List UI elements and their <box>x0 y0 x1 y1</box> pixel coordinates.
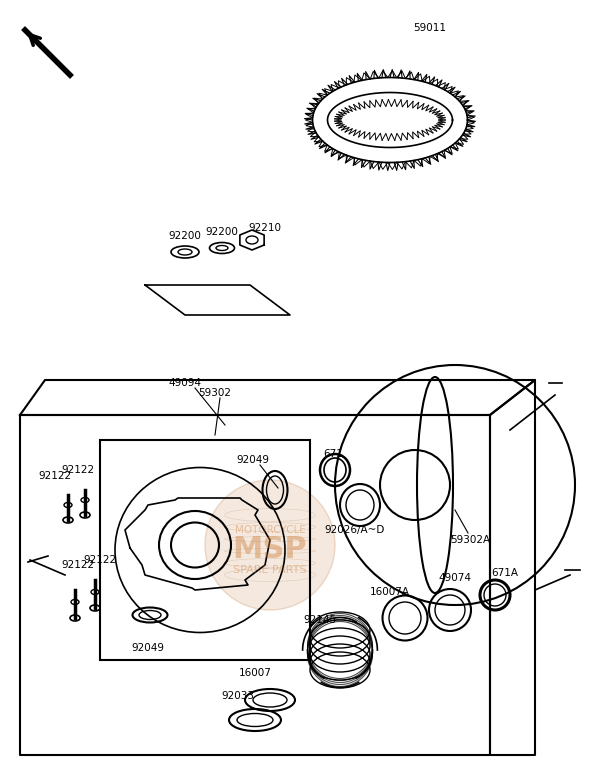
Text: 92145: 92145 <box>304 615 337 625</box>
Bar <box>100 440 310 660</box>
Text: 92122: 92122 <box>61 560 95 570</box>
Text: SPARE PARTS: SPARE PARTS <box>233 565 307 575</box>
Text: 92049: 92049 <box>131 643 164 653</box>
Text: 16007A: 16007A <box>370 587 410 597</box>
Text: 92026/A~D: 92026/A~D <box>325 525 385 535</box>
Text: 92049: 92049 <box>236 455 269 465</box>
Text: 49074: 49074 <box>439 573 472 583</box>
Text: 49094: 49094 <box>169 378 202 388</box>
Text: 92122: 92122 <box>83 555 116 565</box>
Ellipse shape <box>90 605 100 611</box>
Text: 92122: 92122 <box>61 465 95 475</box>
Text: MOTORCYCLE: MOTORCYCLE <box>235 525 305 535</box>
Text: 671A: 671A <box>491 568 518 578</box>
Text: 92200: 92200 <box>206 227 238 237</box>
Circle shape <box>205 480 335 610</box>
Text: 59302A: 59302A <box>450 535 490 545</box>
Text: 16007: 16007 <box>239 668 271 678</box>
Text: 92033: 92033 <box>221 691 254 701</box>
Text: 59302: 59302 <box>199 388 232 398</box>
Text: 671: 671 <box>323 449 343 459</box>
Ellipse shape <box>80 512 90 518</box>
Text: 92122: 92122 <box>38 471 71 481</box>
Text: 92200: 92200 <box>169 231 202 241</box>
Ellipse shape <box>63 517 73 523</box>
Text: 92210: 92210 <box>248 223 281 233</box>
Text: 59011: 59011 <box>413 23 446 33</box>
Ellipse shape <box>70 615 80 621</box>
Text: MSP: MSP <box>233 536 307 564</box>
